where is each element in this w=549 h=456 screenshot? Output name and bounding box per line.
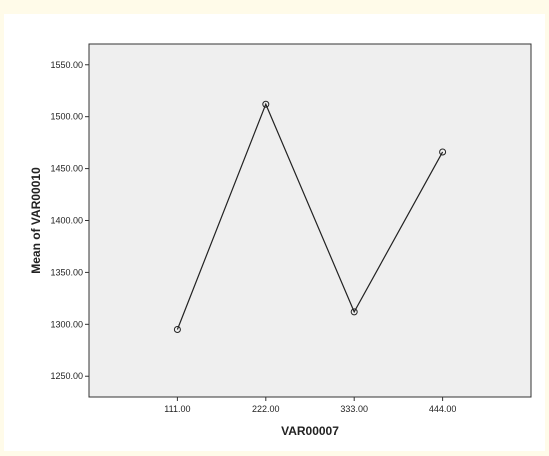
x-tick-label: 222.00 bbox=[252, 404, 280, 414]
series-line bbox=[176, 102, 444, 330]
x-axis-title: VAR00007 bbox=[281, 424, 339, 438]
x-tick-label: 333.00 bbox=[340, 404, 368, 414]
y-tick-label: 1500.00 bbox=[50, 112, 83, 122]
x-tick-label: 444.00 bbox=[429, 404, 457, 414]
y-axis-ticks: 1250.00 1300.00 1350.00 1400.00 1450.00 1500.… bbox=[50, 60, 89, 381]
y-tick-label: 1550.00 bbox=[50, 60, 83, 70]
data-point bbox=[439, 148, 447, 156]
x-axis-ticks: 111.00 222.00 333.00 444.00 bbox=[164, 397, 456, 414]
data-point bbox=[350, 308, 358, 316]
series-layer bbox=[173, 100, 447, 334]
chart-card: 1250.00 1300.00 1350.00 1400.00 1450.00 1500.… bbox=[4, 14, 545, 451]
y-tick-label: 1300.00 bbox=[50, 319, 83, 329]
data-point bbox=[262, 100, 270, 108]
line-chart: 1250.00 1300.00 1350.00 1400.00 1450.00 1500.… bbox=[29, 43, 532, 438]
y-tick-label: 1400.00 bbox=[50, 216, 83, 226]
plot-area bbox=[88, 43, 532, 398]
y-axis-title: Mean of VAR00010 bbox=[29, 167, 43, 274]
y-tick-label: 1450.00 bbox=[50, 164, 83, 174]
y-tick-label: 1350.00 bbox=[50, 267, 83, 277]
x-tick-label: 111.00 bbox=[164, 404, 190, 414]
data-point bbox=[173, 326, 181, 334]
y-tick-label: 1250.00 bbox=[50, 371, 83, 381]
